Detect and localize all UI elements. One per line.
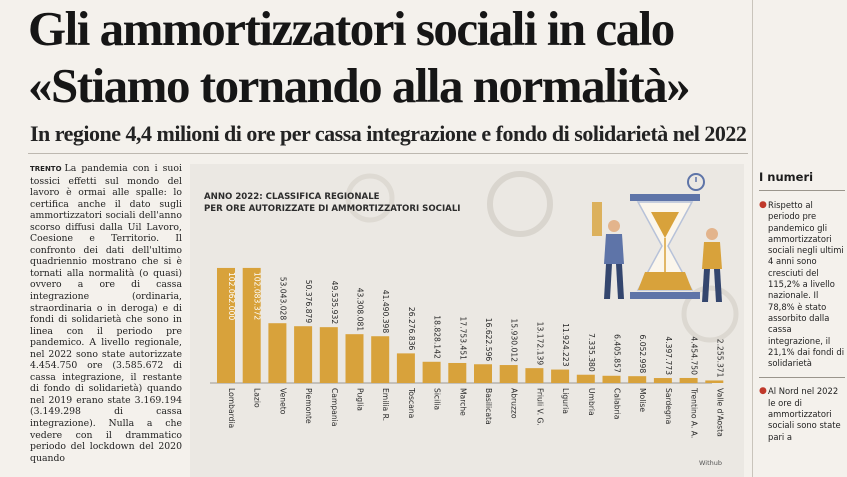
- value-label-valle-d-aosta: 2.255.371: [715, 339, 724, 378]
- sidebar-title: I numeri: [759, 170, 845, 191]
- bar-lombardia: [217, 267, 235, 383]
- bar-campania: [319, 327, 338, 383]
- value-label-abruzzo: 15.930.012: [510, 319, 519, 363]
- column-divider: [752, 0, 753, 477]
- value-label-puglia: 43.308.081: [356, 288, 365, 332]
- article-body-text: La pandemia con i suoi tossici effetti s…: [30, 163, 182, 464]
- bar-abruzzo: [499, 365, 518, 383]
- category-label-liguria: Liguria: [561, 388, 570, 414]
- value-label-emilia-r: 41.490.398: [381, 290, 390, 334]
- category-label-marche: Marche: [458, 388, 467, 416]
- sidebar-item-text: Al Nord nel 2022 le ore di ammortizzator…: [768, 386, 841, 442]
- bar-lazio: [242, 267, 261, 383]
- bar-trentino-a-a: [679, 377, 698, 383]
- category-label-molise: Molise: [638, 388, 647, 412]
- category-label-trentino-a-a: Trentino A. A.: [690, 387, 699, 438]
- sidebar-item: ● Rispetto al periodo pre pandemico gli …: [759, 200, 845, 369]
- category-label-piemonte: Piemonte: [304, 388, 313, 424]
- value-label-piemonte: 50.376.879: [304, 280, 313, 324]
- category-label-emilia-r: Emilia R.: [381, 388, 390, 421]
- chart-title: ANNO 2022: CLASSIFICA REGIONALE PER ORE …: [204, 191, 461, 215]
- category-label-sardegna: Sardegna: [664, 388, 673, 424]
- bullet-icon: ●: [759, 200, 767, 210]
- category-label-lombardia: Lombardia: [227, 388, 236, 428]
- article-body: TRENTO La pandemia con i suoi tossici eff…: [30, 163, 182, 464]
- illustration: [345, 171, 739, 343]
- category-label-sicilia: Sicilia: [433, 388, 442, 410]
- sidebar-divider: [759, 377, 845, 379]
- category-label-friuli-v-g: Friuli V. G.: [535, 388, 544, 426]
- dateline: TRENTO: [30, 165, 62, 173]
- bar-umbria: [576, 374, 595, 383]
- chart-title-line-2: PER ORE AUTORIZZATE DI AMMORTIZZATORI SO…: [204, 204, 461, 214]
- bullet-icon: ●: [759, 386, 767, 397]
- bar-sardegna: [653, 378, 672, 383]
- category-label-veneto: Veneto: [278, 388, 287, 415]
- category-label-lazio: Lazio: [253, 388, 262, 408]
- headline-line-2: «Stiamo tornando alla normalità»: [28, 58, 691, 113]
- bar-friuli-v-g: [525, 368, 544, 383]
- category-label-umbria: Umbria: [587, 388, 596, 416]
- bar-toscana: [396, 353, 415, 383]
- chart-panel: 102.062.000 Lombardia 102.083.372 Lazio 53.0…: [190, 164, 744, 477]
- category-label-valle-d-aosta: Valle d'Aosta: [715, 388, 724, 437]
- value-label-liguria: 11.924.223: [561, 323, 570, 367]
- sidebar-box: I numeri ● Rispetto al periodo pre pande…: [759, 170, 845, 451]
- bar-chart: 102.062.000 Lombardia 102.083.372 Lazio 53.0…: [210, 171, 739, 438]
- value-label-trentino-a-a: 4.454.750: [690, 336, 699, 375]
- bar-sicilia: [422, 361, 441, 383]
- category-label-toscana: Toscana: [407, 387, 416, 418]
- sidebar-item-text: Rispetto al periodo pre pandemico gli am…: [768, 200, 845, 369]
- bar-calabria: [602, 375, 621, 383]
- value-label-calabria: 6.405.857: [613, 334, 622, 373]
- value-label-lombardia: 102.062.000: [227, 272, 236, 320]
- value-label-marche: 17.753.451: [458, 317, 467, 361]
- value-label-veneto: 53.043.028: [278, 277, 287, 321]
- divider: [28, 153, 748, 154]
- value-label-campania: 49.535.932: [330, 281, 339, 325]
- subheadline: In regione 4,4 milioni di ore per cassa …: [30, 121, 747, 146]
- value-label-sicilia: 18.828.142: [433, 315, 442, 359]
- bar-puglia: [345, 334, 364, 383]
- value-label-friuli-v-g: 13.172.139: [535, 322, 544, 366]
- sidebar-item: ● Al Nord nel 2022 le ore di ammortizzat…: [759, 386, 845, 442]
- category-label-abruzzo: Abruzzo: [510, 388, 519, 419]
- chart-credit: Withub: [698, 459, 722, 467]
- bar-molise: [628, 376, 647, 383]
- headline-line-1: Gli ammortizzatori sociali in calo: [28, 1, 675, 56]
- category-label-campania: Campania: [330, 388, 339, 426]
- value-label-toscana: 26.276.836: [407, 307, 416, 351]
- bar-basilicata: [474, 364, 492, 383]
- bar-emilia-r: [371, 336, 390, 383]
- value-label-molise: 6.052.998: [638, 335, 647, 374]
- category-label-calabria: Calabria: [613, 388, 622, 419]
- category-label-puglia: Puglia: [356, 388, 365, 411]
- bar-piemonte: [294, 326, 313, 383]
- value-label-umbria: 7.335.380: [587, 333, 596, 372]
- category-label-basilicata: Basilicata: [484, 388, 493, 425]
- bar-liguria: [551, 369, 570, 383]
- bar-marche: [448, 362, 467, 383]
- chart-title-line-1: ANNO 2022: CLASSIFICA REGIONALE: [204, 192, 380, 202]
- value-label-sardegna: 4.397.773: [664, 336, 673, 375]
- value-label-basilicata: 16.622.596: [484, 318, 493, 362]
- value-label-lazio: 102.083.372: [253, 272, 262, 320]
- bar-valle-d-aosta: [705, 380, 724, 383]
- bar-veneto: [268, 323, 287, 383]
